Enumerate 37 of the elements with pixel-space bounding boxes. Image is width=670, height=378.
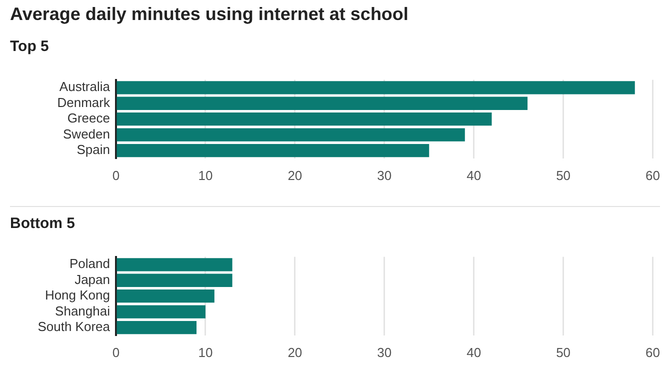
bar	[116, 81, 635, 94]
x-tick-label: 40	[466, 344, 482, 360]
y-tick-label: Hong Kong	[44, 288, 110, 303]
bar	[116, 144, 430, 158]
x-tick-label: 30	[377, 168, 392, 183]
x-tick-label: 30	[377, 344, 392, 360]
chart-title: Average daily minutes using internet at school	[9, 3, 410, 26]
x-tick-label: 50	[556, 344, 571, 360]
y-tick-label: Australia	[59, 79, 111, 94]
y-tick-label: Spain	[76, 142, 110, 158]
x-tick-label: 50	[556, 168, 571, 183]
x-tick-label: 60	[646, 344, 660, 360]
bar	[116, 96, 528, 110]
bar	[116, 128, 465, 142]
bar	[116, 274, 232, 287]
bar	[116, 258, 232, 272]
y-tick-label: Greece	[67, 110, 110, 126]
y-tick-label: Shanghai	[55, 303, 110, 318]
y-tick-label: Denmark	[57, 94, 110, 110]
bar	[116, 112, 492, 126]
x-tick-label: 60	[646, 168, 660, 183]
bar	[116, 305, 206, 318]
x-tick-label: 20	[288, 344, 302, 360]
y-tick-label: Poland	[70, 256, 110, 272]
y-tick-label: Japan	[74, 272, 110, 287]
x-tick-label: 40	[466, 168, 482, 183]
chart-subtitle: Top 5	[9, 37, 50, 57]
chart-subtitle: Bottom 5	[9, 214, 76, 234]
x-tick-label: 10	[198, 344, 213, 360]
y-tick-label: Sweden	[63, 126, 110, 142]
x-tick-label: 20	[288, 168, 302, 183]
y-tick-label: South Korea	[38, 319, 111, 334]
x-tick-label: 0	[112, 168, 120, 183]
x-tick-label: 0	[112, 344, 120, 360]
x-tick-label: 10	[198, 168, 213, 183]
bar	[116, 320, 197, 334]
bar	[116, 290, 214, 303]
